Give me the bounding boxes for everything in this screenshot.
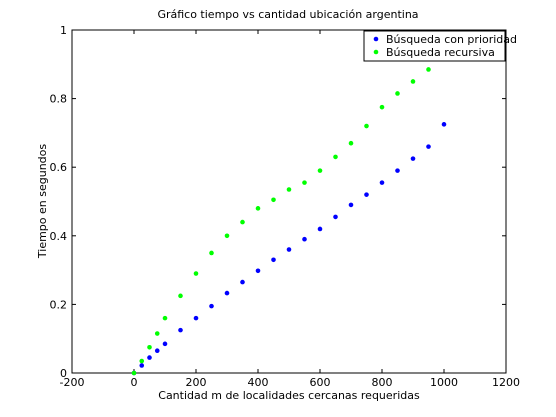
y-tick-label: 1 (60, 24, 67, 37)
data-point-busqueda-recursiva (162, 315, 168, 321)
x-tick-label: 800 (372, 376, 393, 389)
data-point-busqueda-con-prioridad (302, 236, 307, 242)
data-point-busqueda-recursiva (147, 344, 152, 350)
data-point-busqueda-recursiva (139, 358, 145, 364)
data-point-busqueda-con-prioridad (209, 303, 214, 309)
legend-label-busqueda-con-prioridad: Búsqueda con prioridad (386, 33, 517, 46)
y-tick-label: 0.4 (50, 230, 68, 243)
data-point-busqueda-recursiva (131, 370, 137, 376)
data-point-busqueda-recursiva (333, 154, 338, 160)
data-point-busqueda-con-prioridad (333, 214, 338, 220)
x-tick-label: 0 (131, 376, 138, 389)
data-point-busqueda-con-prioridad (240, 279, 245, 285)
data-point-busqueda-con-prioridad (364, 192, 369, 197)
x-tick-label: 1200 (492, 376, 520, 389)
y-tick-label: 0 (60, 367, 67, 380)
data-point-busqueda-recursiva (364, 123, 369, 129)
legend-box (363, 30, 506, 62)
legend-marker-busqueda-recursiva (373, 49, 379, 55)
x-tick-label: 400 (248, 376, 269, 389)
data-point-busqueda-con-prioridad (317, 226, 323, 232)
data-point-busqueda-con-prioridad (224, 290, 230, 296)
y-axis-label: Tiempo en segundos (36, 144, 49, 260)
data-point-busqueda-con-prioridad (147, 355, 152, 360)
chart-title: Gráfico tiempo vs cantidad ubicación arg… (157, 8, 418, 21)
data-point-busqueda-con-prioridad (271, 257, 276, 263)
data-point-busqueda-con-prioridad (426, 144, 431, 149)
x-tick-label: 200 (186, 376, 207, 389)
data-point-busqueda-con-prioridad (162, 341, 168, 347)
data-point-busqueda-con-prioridad (154, 348, 160, 354)
plot-area (71, 29, 507, 374)
y-tick-labels: 0 0.2 0.4 0.6 0.8 1 (50, 24, 68, 380)
legend-label-busqueda-recursiva: Búsqueda recursiva (386, 46, 495, 59)
data-point-busqueda-recursiva (224, 233, 230, 239)
data-point-busqueda-recursiva (255, 206, 261, 211)
data-point-busqueda-con-prioridad (379, 180, 385, 185)
data-point-busqueda-recursiva (271, 197, 276, 203)
data-point-busqueda-con-prioridad (178, 327, 183, 333)
x-tick-labels: -200 0 200 400 600 800 1000 1200 (60, 376, 520, 389)
data-point-busqueda-con-prioridad (410, 156, 416, 161)
data-point-busqueda-con-prioridad (348, 202, 354, 208)
series-layer (131, 51, 447, 376)
data-point-busqueda-con-prioridad (139, 363, 145, 368)
data-point-busqueda-recursiva (395, 91, 400, 96)
data-point-busqueda-recursiva (193, 271, 199, 276)
data-point-busqueda-recursiva (317, 168, 323, 173)
data-point-busqueda-recursiva (348, 140, 354, 146)
data-point-busqueda-recursiva (240, 219, 245, 225)
x-tick-label: 600 (310, 376, 331, 389)
data-point-busqueda-recursiva (286, 187, 292, 192)
data-point-busqueda-con-prioridad (395, 168, 400, 173)
data-point-busqueda-recursiva (379, 104, 385, 110)
series-busqueda-recursiva (131, 51, 439, 376)
x-axis-label: Cantidad m de localidades cercanas reque… (158, 389, 420, 402)
y-tick-label: 0.8 (50, 93, 68, 106)
data-point-busqueda-con-prioridad (193, 315, 199, 321)
data-point-busqueda-recursiva (178, 293, 183, 299)
legend: Búsqueda con prioridad Búsqueda recursiv… (363, 30, 517, 62)
x-tick-label: 1000 (430, 376, 458, 389)
data-point-busqueda-recursiva (209, 250, 214, 256)
data-point-busqueda-recursiva (302, 180, 307, 185)
y-tick-label: 0.2 (50, 298, 68, 311)
y-tick-label: 0.6 (50, 161, 68, 174)
x-tick-label: -200 (60, 376, 85, 389)
legend-marker-busqueda-con-prioridad (373, 36, 379, 42)
data-point-busqueda-recursiva (154, 331, 160, 336)
data-point-busqueda-con-prioridad (255, 268, 261, 274)
data-point-busqueda-recursiva (426, 67, 431, 72)
data-point-busqueda-recursiva (410, 79, 416, 84)
data-point-busqueda-con-prioridad (441, 122, 447, 127)
data-point-busqueda-con-prioridad (286, 247, 292, 252)
